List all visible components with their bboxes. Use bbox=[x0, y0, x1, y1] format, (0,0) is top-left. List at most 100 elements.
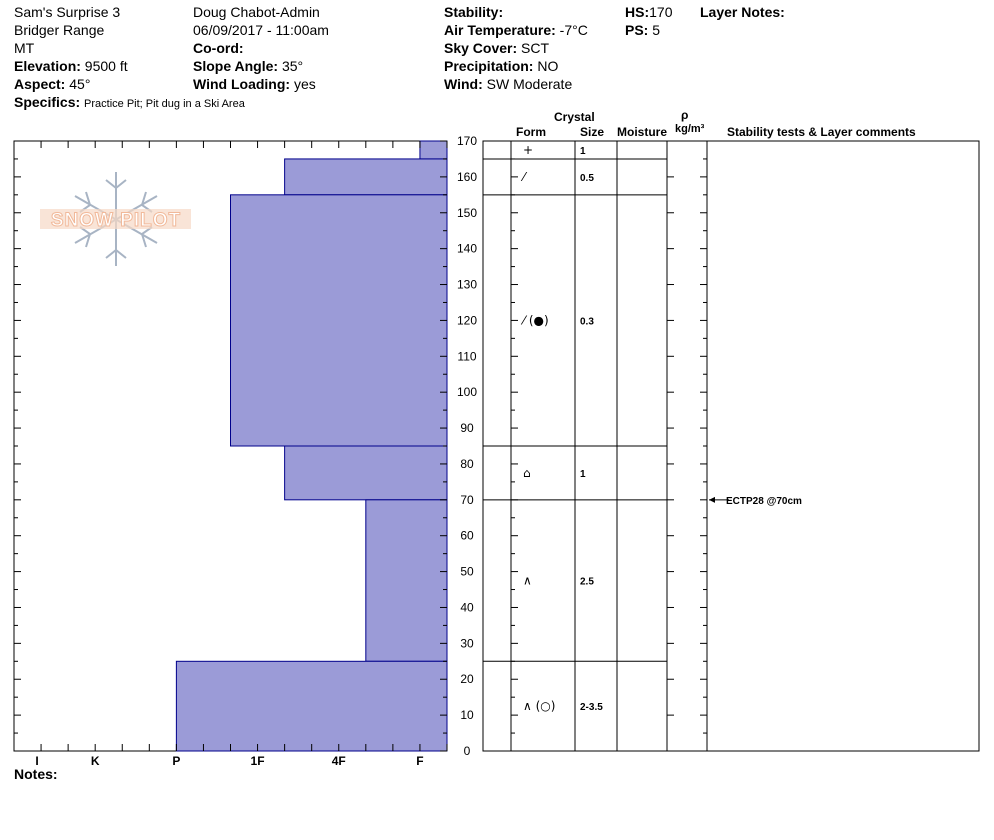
sky-cover-label: Sky Cover: bbox=[444, 40, 518, 56]
depth-label: 0 bbox=[464, 744, 471, 758]
layer-size-5: 2-3.5 bbox=[580, 702, 603, 713]
depth-label: 20 bbox=[460, 672, 474, 686]
hardness-bar-5 bbox=[175, 660, 448, 752]
crystal-header: Crystal bbox=[554, 110, 595, 124]
test-label-0: ECTP28 @70cm bbox=[726, 496, 802, 507]
size-header: Size bbox=[580, 125, 605, 139]
layer-form-symbol-1: ⁄ bbox=[520, 170, 528, 184]
depth-label: 40 bbox=[460, 600, 474, 614]
pit-name: Sam's Surprise 3 bbox=[14, 4, 121, 20]
layer-form-symbol-3: ⌂ bbox=[523, 466, 531, 480]
ps-value: 5 bbox=[652, 22, 661, 38]
elevation-label: Elevation: bbox=[14, 58, 81, 74]
depth-label: 80 bbox=[460, 457, 474, 471]
hardness-label-I: I bbox=[35, 754, 38, 768]
elevation-field: Elevation: 9500 ft bbox=[14, 57, 128, 75]
layer-notes-field: Layer Notes: bbox=[700, 3, 785, 21]
hardness-label-K: K bbox=[91, 754, 100, 768]
depth-label: 110 bbox=[457, 349, 476, 363]
air-temp-label: Air Temperature: bbox=[444, 22, 556, 38]
layer-size-0: 1 bbox=[580, 146, 586, 157]
depth-label: 130 bbox=[457, 278, 477, 292]
slope-field: Slope Angle: 35° bbox=[193, 57, 303, 75]
stability-field: Stability: bbox=[444, 3, 503, 21]
hardness-bar-1 bbox=[284, 158, 448, 196]
wind-loading-value: yes bbox=[293, 76, 316, 92]
layer-form-symbol-0: + bbox=[523, 143, 533, 157]
precip-value: NO bbox=[537, 58, 559, 74]
layer-form-symbol-2: ⁄ (●) bbox=[520, 313, 549, 327]
depth-label: 170 bbox=[457, 134, 477, 148]
ps-field: PS: 5 bbox=[625, 21, 660, 39]
form-header: Form bbox=[516, 125, 546, 139]
observation-datetime: 06/09/2017 - 11:00am bbox=[193, 22, 329, 38]
layer-size-4: 2.5 bbox=[580, 577, 594, 588]
depth-label: 100 bbox=[457, 385, 477, 399]
slope-label: Slope Angle: bbox=[193, 58, 279, 74]
wind-value: SW Moderate bbox=[486, 76, 573, 92]
aspect-label: Aspect: bbox=[14, 76, 66, 92]
specifics-value: Practice Pit; Pit dug in a Ski Area bbox=[84, 98, 245, 110]
hardness-label-P: P bbox=[172, 754, 180, 768]
state-name: MT bbox=[14, 40, 35, 56]
wind-field: Wind: SW Moderate bbox=[444, 75, 572, 93]
layer-notes-label: Layer Notes: bbox=[700, 4, 785, 20]
wind-loading-field: Wind Loading: yes bbox=[193, 75, 316, 93]
test-arrow-head-0 bbox=[709, 496, 715, 503]
notes-label: Notes: bbox=[14, 766, 58, 782]
elevation-value: 9500 ft bbox=[84, 58, 128, 74]
hardness-bar-4 bbox=[365, 499, 448, 662]
moisture-header: Moisture bbox=[617, 125, 668, 139]
precip-label: Precipitation: bbox=[444, 58, 534, 74]
layer-size-2: 0.3 bbox=[580, 316, 594, 327]
hardness-bar-2 bbox=[230, 194, 448, 447]
stability-label: Stability: bbox=[444, 4, 504, 20]
notes-field: Notes: bbox=[14, 765, 58, 783]
hardness-bar-0 bbox=[419, 140, 448, 160]
hardness-label-1F: 1F bbox=[251, 754, 265, 768]
depth-label: 10 bbox=[460, 708, 474, 722]
wind-loading-label: Wind Loading: bbox=[193, 76, 291, 92]
coord-label: Co-ord: bbox=[193, 40, 244, 56]
depth-label: 90 bbox=[460, 421, 474, 435]
hs-label: HS: bbox=[625, 4, 650, 20]
stability-header: Stability tests & Layer comments bbox=[727, 125, 916, 139]
coord-field: Co-ord: bbox=[193, 39, 244, 57]
range-name: Bridger Range bbox=[14, 22, 105, 38]
layer-form-symbol-4: ∧ bbox=[523, 574, 532, 588]
hs-field: HS:170 bbox=[625, 3, 672, 21]
depth-label: 70 bbox=[460, 493, 474, 507]
snowpilot-logo-text: SNOW PILOT bbox=[51, 210, 181, 231]
depth-label: 60 bbox=[460, 529, 474, 543]
depth-label: 120 bbox=[457, 313, 477, 327]
density-unit: kg/m³ bbox=[675, 123, 705, 135]
air-temp-value: -7°C bbox=[559, 22, 588, 38]
layer-size-3: 1 bbox=[580, 469, 586, 480]
depth-label: 140 bbox=[457, 242, 477, 256]
hardness-bar-3 bbox=[284, 445, 448, 501]
specifics-field: Specifics: Practice Pit; Pit dug in a Sk… bbox=[14, 93, 245, 113]
density-symbol: ρ bbox=[681, 108, 689, 122]
depth-label: 50 bbox=[460, 565, 474, 579]
snowpilot-logo: SNOW PILOT bbox=[40, 172, 191, 266]
layer-form-symbol-5: ∧ (○) bbox=[523, 699, 555, 713]
hardness-label-4F: 4F bbox=[332, 754, 346, 768]
wind-label: Wind: bbox=[444, 76, 483, 92]
depth-label: 160 bbox=[457, 170, 477, 184]
air-temp-field: Air Temperature: -7°C bbox=[444, 21, 588, 39]
precip-field: Precipitation: NO bbox=[444, 57, 558, 75]
depth-label: 30 bbox=[460, 636, 474, 650]
depth-label: 150 bbox=[457, 206, 477, 220]
layer-size-1: 0.5 bbox=[580, 173, 594, 184]
aspect-value: 45° bbox=[69, 76, 91, 92]
aspect-field: Aspect: 45° bbox=[14, 75, 90, 93]
hardness-label-F: F bbox=[416, 754, 423, 768]
specifics-label: Specifics: bbox=[14, 94, 81, 110]
observer-name: Doug Chabot-Admin bbox=[193, 4, 320, 20]
hs-value: 170 bbox=[649, 4, 673, 20]
slope-value: 35° bbox=[281, 58, 304, 74]
sky-cover-value: SCT bbox=[521, 40, 550, 56]
sky-cover-field: Sky Cover: SCT bbox=[444, 39, 549, 57]
ps-label: PS: bbox=[625, 22, 649, 38]
